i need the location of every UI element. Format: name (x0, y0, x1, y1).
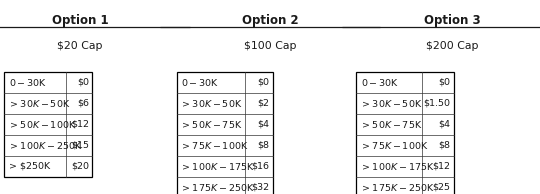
Text: $15: $15 (71, 141, 89, 150)
Text: $2: $2 (258, 99, 269, 108)
Text: Option 1: Option 1 (52, 14, 108, 27)
Text: > $50K-$75K: > $50K-$75K (181, 119, 243, 130)
Text: $0: $0 (258, 78, 269, 87)
Text: $4: $4 (258, 120, 269, 129)
Text: > $175K-$250K: > $175K-$250K (181, 182, 255, 192)
Text: $100 Cap: $100 Cap (244, 41, 296, 51)
Text: $8: $8 (438, 141, 450, 150)
Text: > $30K-$50K: > $30K-$50K (361, 98, 422, 109)
Text: $0-$30K: $0-$30K (181, 77, 220, 88)
Text: > $30K-$50K: > $30K-$50K (9, 98, 70, 109)
Text: $20 Cap: $20 Cap (57, 41, 103, 51)
Text: Option 2: Option 2 (242, 14, 298, 27)
Text: $0 - $30K: $0 - $30K (9, 77, 47, 88)
Text: $20: $20 (71, 162, 89, 171)
Text: $12: $12 (71, 120, 89, 129)
Text: > $75K-$100K: > $75K-$100K (361, 140, 428, 151)
Text: $32: $32 (251, 183, 269, 191)
Text: > $250K: > $250K (9, 162, 50, 171)
Text: $200 Cap: $200 Cap (426, 41, 479, 51)
Text: $1.50: $1.50 (423, 99, 450, 108)
Text: > $100K-$250K: > $100K-$250K (9, 140, 82, 151)
Bar (356, 72, 454, 194)
Text: $12: $12 (433, 162, 450, 171)
Text: $6: $6 (77, 99, 89, 108)
Text: Option 3: Option 3 (424, 14, 481, 27)
Text: $0-$30K: $0-$30K (361, 77, 399, 88)
Text: $8: $8 (258, 141, 269, 150)
Text: > $50K-$100K: > $50K-$100K (9, 119, 76, 130)
Text: $4: $4 (438, 120, 450, 129)
Text: $0: $0 (77, 78, 89, 87)
Text: > $175K-$250K: > $175K-$250K (361, 182, 434, 192)
Bar (4, 72, 92, 177)
Text: $16: $16 (252, 162, 269, 171)
Text: > $30K-$50K: > $30K-$50K (181, 98, 243, 109)
Text: > $75K-$100K: > $75K-$100K (181, 140, 249, 151)
Text: > $50K-$75K: > $50K-$75K (361, 119, 422, 130)
Bar (177, 72, 273, 194)
Text: > $100K-$175K: > $100K-$175K (361, 161, 434, 171)
Text: $0: $0 (438, 78, 450, 87)
Text: $25: $25 (433, 183, 450, 191)
Text: > $100K-$175K: > $100K-$175K (181, 161, 255, 171)
